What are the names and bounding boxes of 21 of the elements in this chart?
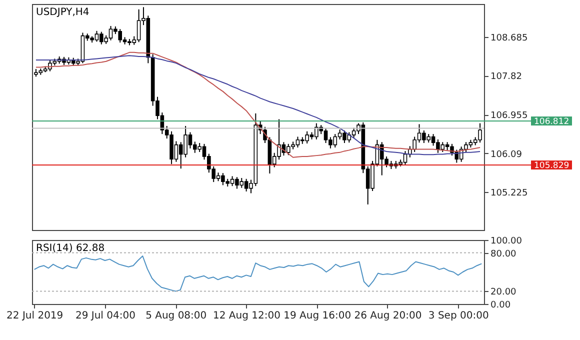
y-tick-label: 100.00 <box>490 236 522 246</box>
y-tick-label: 106.09 <box>490 150 522 160</box>
x-tick-label: 19 Aug 16:00 <box>284 310 352 322</box>
ref-line-label: 105.829 <box>534 161 570 172</box>
x-tick-label: 22 Jul 2019 <box>6 310 64 322</box>
y-tick-label: 0.00 <box>490 300 511 310</box>
y-tick-label: 20.00 <box>490 288 517 298</box>
x-tick-label: 12 Aug 12:00 <box>213 310 280 322</box>
y-tick-label: 106.955 <box>490 111 528 122</box>
y-tick-label: 105.225 <box>490 188 528 199</box>
ref-line-label: 106.812 <box>534 116 570 127</box>
y-tick-label: 80.00 <box>490 249 517 260</box>
y-tick-label: 107.82 <box>490 72 522 82</box>
y-tick-label: 108.685 <box>490 33 528 44</box>
chart-title: RSI(14) 62.88 <box>36 243 105 254</box>
x-tick-label: 29 Jul 04:00 <box>75 310 136 322</box>
x-tick-label: 3 Sep 00:00 <box>428 310 489 322</box>
line-series <box>34 256 482 292</box>
chart-title: USDJPY,H4 <box>36 7 90 18</box>
x-tick-label: 26 Aug 20:00 <box>354 310 422 322</box>
x-tick-label: 5 Aug 08:00 <box>146 310 207 322</box>
